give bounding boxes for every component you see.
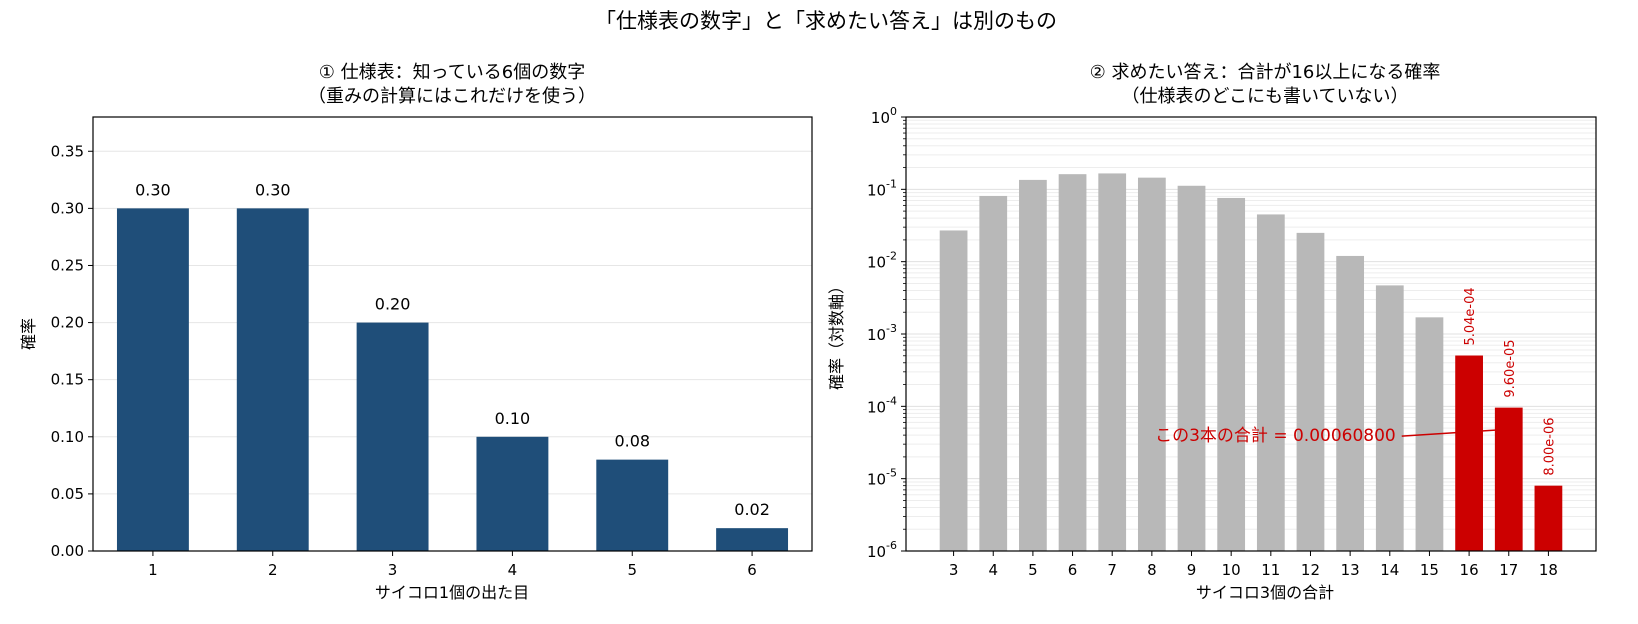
chart1-data-label: 0.30 bbox=[135, 180, 171, 199]
chart1-bar bbox=[476, 436, 549, 551]
chart1-y-tick-label: 0.30 bbox=[51, 199, 84, 217]
chart1-title-line1: ① 仕様表：知っている6個の数字 bbox=[319, 62, 585, 83]
chart1-x-ticks: 1 2 3 4 5 6 bbox=[148, 551, 757, 579]
chart1-data-labels: 0.30 0.30 0.20 0.10 0.08 0.02 bbox=[135, 180, 770, 519]
chart2-bar bbox=[1058, 174, 1087, 552]
chart2-highlight-labels: 5.04e-04 9.60e-05 8.00e-06 bbox=[1463, 287, 1557, 475]
chart2-x-tick-label: 10 bbox=[1222, 561, 1241, 579]
chart1-plot-frame bbox=[92, 116, 813, 552]
chart1-bar bbox=[236, 208, 309, 552]
chart2-bar bbox=[1019, 179, 1047, 551]
chart1-y-tick-label: 0.20 bbox=[51, 314, 84, 332]
chart1-x-tick-label: 6 bbox=[747, 561, 757, 579]
chart1-y-tick-label: 0.10 bbox=[51, 428, 84, 446]
chart1-x-axis-label: サイコロ1個の出た目 bbox=[375, 583, 529, 602]
chart2-y-tick-label: 10-3 bbox=[867, 322, 897, 344]
chart1-x-tick-label: 1 bbox=[148, 561, 158, 579]
chart2-x-tick-label: 5 bbox=[1028, 561, 1038, 579]
chart2-bar bbox=[979, 195, 1008, 551]
chart2-bar bbox=[1177, 185, 1206, 551]
chart2-x-tick-label: 6 bbox=[1068, 561, 1078, 579]
chart2-x-tick-label: 13 bbox=[1341, 561, 1360, 579]
chart2-x-tick-label: 12 bbox=[1301, 561, 1320, 579]
chart2-annotation: この3本の合計 = 0.00060800 bbox=[1155, 426, 1503, 446]
chart2-x-tick-label: 9 bbox=[1187, 561, 1197, 579]
chart2-bar bbox=[1137, 177, 1166, 551]
chart2-y-tick-label: 10-1 bbox=[867, 177, 897, 199]
chart2-bar-highlight bbox=[1455, 355, 1483, 551]
chart2-bar-highlight bbox=[1494, 407, 1523, 551]
chart1-gridlines bbox=[93, 150, 812, 552]
chart2-bar bbox=[939, 230, 968, 551]
chart1-y-tick-label: 0.00 bbox=[51, 542, 84, 560]
chart1-bars bbox=[116, 208, 789, 552]
chart2-y-tick-label: 10-5 bbox=[867, 467, 897, 489]
chart2-bar bbox=[1256, 214, 1285, 551]
chart1-data-label: 0.08 bbox=[614, 432, 650, 451]
chart2-bar bbox=[1217, 197, 1246, 552]
chart2-x-tick-label: 4 bbox=[988, 561, 998, 579]
chart2-y-axis-label: 確率（対数軸） bbox=[827, 278, 846, 390]
chart-die-probabilities: ① 仕様表：知っている6個の数字 （重みの計算にはこれだけを使う） 0.30 0.… bbox=[19, 62, 813, 602]
chart1-y-ticks: 0.00 0.05 0.10 0.15 0.20 0.25 0.30 0.35 bbox=[51, 142, 93, 560]
chart2-x-tick-label: 3 bbox=[949, 561, 959, 579]
chart2-title-line1: ② 求めたい答え：合計が16以上になる確率 bbox=[1090, 62, 1441, 83]
chart2-y-tick-label: 10-6 bbox=[867, 539, 897, 561]
chart2-bars bbox=[939, 173, 1563, 552]
chart1-data-label: 0.30 bbox=[255, 180, 291, 199]
chart2-bar bbox=[1098, 173, 1127, 552]
chart2-x-tick-label: 11 bbox=[1261, 561, 1280, 579]
chart1-title-line2: （重みの計算にはこれだけを使う） bbox=[308, 86, 596, 107]
chart2-x-tick-label: 16 bbox=[1460, 561, 1479, 579]
chart1-bar bbox=[596, 459, 669, 551]
chart2-bar-highlight bbox=[1534, 485, 1563, 551]
chart2-y-tick-label: 100 bbox=[871, 105, 897, 127]
chart2-bar bbox=[1375, 285, 1404, 551]
chart1-y-tick-label: 0.35 bbox=[51, 142, 84, 160]
chart1-bar bbox=[116, 208, 189, 552]
chart1-data-label: 0.02 bbox=[734, 500, 770, 519]
chart1-x-tick-label: 3 bbox=[388, 561, 398, 579]
chart1-y-axis-label: 確率 bbox=[19, 318, 38, 350]
chart2-x-tick-label: 8 bbox=[1147, 561, 1157, 579]
chart2-y-tick-label: 10-2 bbox=[867, 250, 897, 272]
chart2-x-tick-label: 7 bbox=[1107, 561, 1117, 579]
chart2-x-axis-label: サイコロ3個の合計 bbox=[1196, 583, 1334, 602]
chart1-bar bbox=[716, 528, 789, 551]
chart1-bar bbox=[356, 322, 429, 551]
chart2-highlight-value-label: 9.60e-05 bbox=[1503, 339, 1518, 397]
chart2-highlight-value-label: 5.04e-04 bbox=[1463, 287, 1478, 345]
chart2-gridlines bbox=[906, 116, 1596, 552]
chart1-y-tick-label: 0.25 bbox=[51, 256, 84, 274]
figure-title: 「仕様表の数字」と「求めたい答え」は別のもの bbox=[595, 9, 1057, 33]
chart1-data-label: 0.10 bbox=[495, 409, 531, 428]
chart1-y-tick-label: 0.15 bbox=[51, 371, 84, 389]
chart2-y-tick-label: 10-4 bbox=[867, 394, 897, 416]
chart2-highlight-value-label: 8.00e-06 bbox=[1542, 417, 1557, 475]
chart2-bar bbox=[1336, 255, 1365, 552]
chart2-x-ticks: 3 4 5 6 7 8 9 10 11 12 13 14 15 16 17 18 bbox=[949, 551, 1558, 579]
chart2-x-tick-label: 14 bbox=[1380, 561, 1399, 579]
chart2-annotation-text: この3本の合計 = 0.00060800 bbox=[1155, 426, 1396, 446]
chart1-y-tick-label: 0.05 bbox=[51, 485, 84, 503]
chart1-data-label: 0.20 bbox=[375, 295, 411, 314]
chart-sum-probabilities: ② 求めたい答え：合計が16以上になる確率 （仕様表のどこにも書いていない） 5… bbox=[827, 62, 1597, 602]
chart1-x-tick-label: 2 bbox=[268, 561, 278, 579]
chart2-bar bbox=[1296, 232, 1325, 552]
chart2-annotation-arrow bbox=[1401, 428, 1503, 437]
chart2-y-ticks: 10-6 10-5 10-4 10-3 10-2 10-1 100 bbox=[867, 105, 906, 561]
chart1-x-tick-label: 5 bbox=[627, 561, 637, 579]
chart1-x-tick-label: 4 bbox=[508, 561, 518, 579]
chart2-title-line2: （仕様表のどこにも書いていない） bbox=[1122, 86, 1409, 107]
chart2-x-tick-label: 17 bbox=[1499, 561, 1518, 579]
chart2-x-tick-label: 15 bbox=[1420, 561, 1439, 579]
chart2-x-tick-label: 18 bbox=[1539, 561, 1558, 579]
